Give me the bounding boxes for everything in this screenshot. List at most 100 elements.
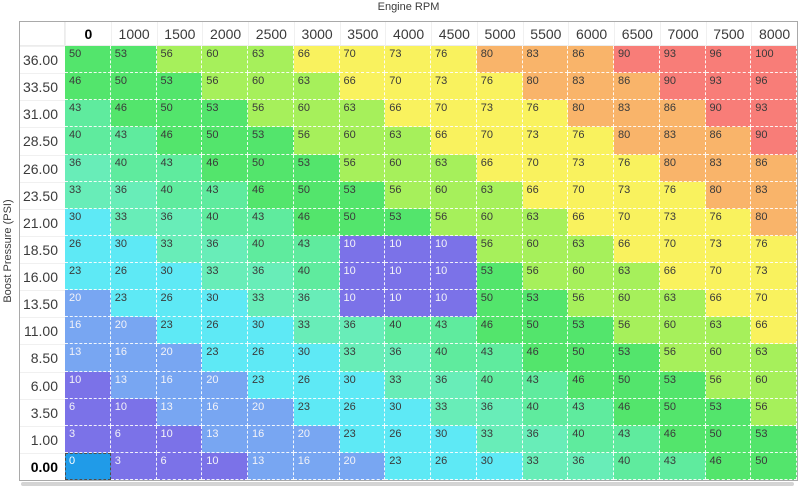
table-cell[interactable]: 43 bbox=[156, 154, 203, 182]
table-cell[interactable]: 40 bbox=[248, 235, 294, 263]
table-cell[interactable]: 43 bbox=[293, 235, 340, 263]
table-cell[interactable]: 73 bbox=[614, 181, 660, 209]
column-header[interactable]: 1000 bbox=[110, 22, 157, 46]
row-header[interactable]: 23.50 bbox=[20, 181, 65, 209]
table-cell[interactable]: 30 bbox=[248, 317, 294, 345]
table-cell[interactable]: 50 bbox=[659, 398, 706, 426]
table-cell[interactable]: 73 bbox=[751, 263, 797, 291]
table-cell[interactable]: 10 bbox=[110, 398, 157, 426]
table-cell[interactable]: 43 bbox=[522, 371, 569, 399]
table-cell[interactable]: 10 bbox=[65, 371, 111, 399]
table-cell[interactable]: 100 bbox=[751, 46, 797, 74]
table-cell[interactable]: 60 bbox=[522, 235, 569, 263]
table-cell[interactable]: 60 bbox=[614, 290, 660, 318]
table-cell[interactable]: 26 bbox=[431, 452, 477, 480]
table-cell[interactable]: 60 bbox=[751, 371, 797, 399]
table-cell[interactable]: 33 bbox=[202, 263, 248, 291]
table-cell[interactable]: 40 bbox=[293, 263, 340, 291]
table-cell[interactable]: 20 bbox=[339, 452, 386, 480]
table-cell[interactable]: 90 bbox=[659, 73, 706, 101]
table-cell[interactable]: 30 bbox=[202, 290, 248, 318]
table-cell[interactable]: 66 bbox=[568, 208, 614, 236]
table-cell[interactable]: 36 bbox=[385, 344, 431, 372]
table-cell[interactable]: 36 bbox=[568, 452, 614, 480]
table-cell[interactable]: 80 bbox=[522, 73, 569, 101]
table-cell[interactable]: 66 bbox=[293, 46, 340, 74]
table-cell[interactable]: 16 bbox=[248, 425, 294, 453]
table-cell[interactable]: 60 bbox=[659, 317, 706, 345]
table-cell[interactable]: 53 bbox=[659, 371, 706, 399]
table-cell[interactable]: 53 bbox=[476, 263, 523, 291]
table-cell[interactable]: 20 bbox=[293, 425, 340, 453]
table-cell[interactable]: 50 bbox=[65, 46, 111, 74]
table-cell[interactable]: 56 bbox=[156, 46, 203, 74]
table-cell[interactable]: 80 bbox=[614, 127, 660, 155]
row-header[interactable]: 0.00 bbox=[20, 452, 65, 480]
table-cell[interactable]: 26 bbox=[65, 235, 111, 263]
table-cell[interactable]: 63 bbox=[476, 181, 523, 209]
table-cell[interactable]: 60 bbox=[293, 100, 340, 128]
table-cell[interactable]: 76 bbox=[659, 181, 706, 209]
table-cell[interactable]: 33 bbox=[476, 425, 523, 453]
table-cell[interactable]: 40 bbox=[568, 425, 614, 453]
row-header[interactable]: 16.00 bbox=[20, 263, 65, 291]
table-cell[interactable]: 60 bbox=[339, 127, 386, 155]
column-header[interactable]: 5500 bbox=[522, 22, 569, 46]
table-cell[interactable]: 40 bbox=[476, 371, 523, 399]
table-cell[interactable]: 56 bbox=[293, 127, 340, 155]
row-header[interactable]: 3.50 bbox=[20, 398, 65, 426]
table-cell[interactable]: 50 bbox=[202, 127, 248, 155]
table-cell[interactable]: 36 bbox=[339, 317, 386, 345]
table-cell[interactable]: 56 bbox=[568, 290, 614, 318]
table-cell[interactable]: 36 bbox=[476, 398, 523, 426]
table-cell[interactable]: 56 bbox=[659, 344, 706, 372]
table-cell[interactable]: 60 bbox=[431, 181, 477, 209]
table-cell[interactable]: 33 bbox=[522, 452, 569, 480]
table-cell[interactable]: 46 bbox=[568, 371, 614, 399]
table-cell[interactable]: 40 bbox=[110, 154, 157, 182]
table-cell[interactable]: 33 bbox=[431, 398, 477, 426]
table-cell[interactable]: 53 bbox=[110, 46, 157, 74]
table-cell[interactable]: 56 bbox=[614, 317, 660, 345]
column-header[interactable]: 4500 bbox=[431, 22, 477, 46]
row-header[interactable]: 28.50 bbox=[20, 127, 65, 155]
table-cell[interactable]: 43 bbox=[110, 127, 157, 155]
column-header[interactable]: 6500 bbox=[614, 22, 660, 46]
table-cell[interactable]: 46 bbox=[110, 100, 157, 128]
table-cell[interactable]: 23 bbox=[248, 371, 294, 399]
table-cell[interactable]: 66 bbox=[431, 127, 477, 155]
table-cell[interactable]: 70 bbox=[614, 208, 660, 236]
table-cell[interactable]: 53 bbox=[293, 154, 340, 182]
table-cell[interactable]: 70 bbox=[431, 100, 477, 128]
table-cell[interactable]: 63 bbox=[568, 235, 614, 263]
table-cell[interactable]: 23 bbox=[65, 263, 111, 291]
table-cell[interactable]: 66 bbox=[476, 154, 523, 182]
table-cell[interactable]: 36 bbox=[248, 263, 294, 291]
table-cell[interactable]: 63 bbox=[614, 263, 660, 291]
table-cell[interactable]: 86 bbox=[614, 73, 660, 101]
table-cell[interactable]: 60 bbox=[385, 154, 431, 182]
row-header[interactable]: 18.50 bbox=[20, 235, 65, 263]
table-cell[interactable]: 30 bbox=[65, 208, 111, 236]
column-header[interactable]: 3000 bbox=[293, 22, 340, 46]
table-cell[interactable]: 63 bbox=[385, 127, 431, 155]
table-cell[interactable]: 53 bbox=[568, 317, 614, 345]
row-header[interactable]: 31.00 bbox=[20, 100, 65, 128]
table-cell[interactable]: 70 bbox=[339, 46, 386, 74]
table-cell[interactable]: 80 bbox=[476, 46, 523, 74]
table-cell[interactable]: 40 bbox=[431, 344, 477, 372]
table-cell[interactable]: 50 bbox=[248, 154, 294, 182]
table-cell[interactable]: 83 bbox=[614, 100, 660, 128]
table-cell[interactable]: 53 bbox=[751, 425, 797, 453]
table-cell[interactable]: 66 bbox=[614, 235, 660, 263]
table-cell[interactable]: 76 bbox=[705, 208, 752, 236]
table-cell[interactable]: 66 bbox=[659, 263, 706, 291]
table-cell[interactable]: 36 bbox=[522, 425, 569, 453]
table-cell[interactable]: 13 bbox=[156, 398, 203, 426]
table-cell[interactable]: 76 bbox=[476, 73, 523, 101]
table-cell[interactable]: 13 bbox=[202, 425, 248, 453]
row-header[interactable]: 11.00 bbox=[20, 317, 65, 345]
table-cell[interactable]: 56 bbox=[202, 73, 248, 101]
table-cell[interactable]: 70 bbox=[705, 263, 752, 291]
table-cell[interactable]: 86 bbox=[751, 154, 797, 182]
